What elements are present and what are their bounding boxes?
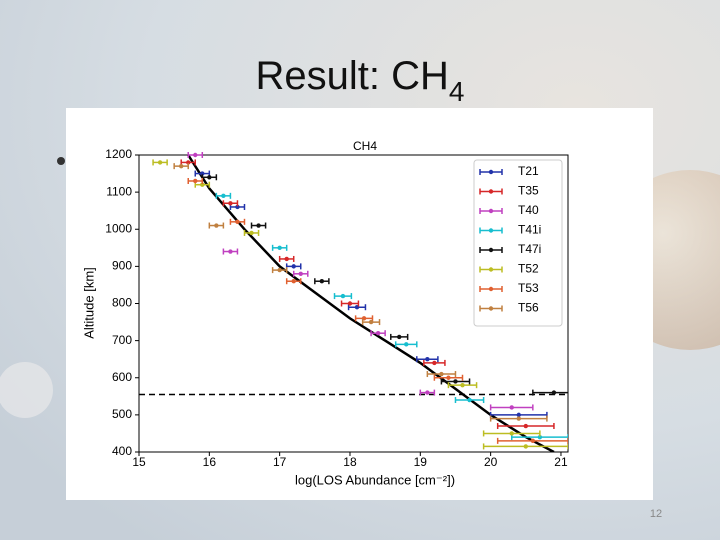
- y-tick-label: 400: [112, 444, 132, 458]
- x-axis-label: log(LOS Abundance [cm⁻²]): [295, 472, 455, 487]
- legend-swatch-dot: [488, 306, 494, 311]
- y-tick-label: 1000: [105, 221, 132, 235]
- legend-label: T56: [518, 301, 539, 315]
- bullet: [57, 157, 65, 165]
- x-tick-label: 15: [132, 455, 146, 469]
- y-tick-label: 600: [112, 370, 132, 384]
- legend-swatch-dot: [488, 189, 494, 194]
- slide-title: Result: CH4: [256, 54, 465, 108]
- data-point: [284, 256, 289, 262]
- slide-title-text: Result: CH: [256, 54, 449, 98]
- plot-area: [139, 152, 568, 452]
- data-point: [157, 160, 163, 165]
- data-point: [228, 249, 233, 254]
- y-tick-label: 1100: [106, 184, 132, 198]
- legend-label: T52: [518, 262, 539, 276]
- data-point: [200, 182, 205, 187]
- data-point: [516, 416, 521, 421]
- legend-box: [473, 159, 563, 327]
- data-point: [446, 375, 451, 380]
- y-tick-label: 800: [112, 296, 132, 310]
- data-point: [432, 360, 437, 366]
- legend-label: T41i: [518, 223, 541, 237]
- x-tick-label: 21: [554, 455, 568, 469]
- legend-label: T40: [518, 203, 539, 217]
- x-tick-label: 20: [484, 455, 498, 469]
- legend-label: T47i: [518, 242, 541, 256]
- x-tick-label: 19: [414, 455, 428, 469]
- data-point: [347, 301, 353, 306]
- y-axis-label: Altitude [km]: [81, 267, 96, 339]
- data-point: [425, 356, 430, 362]
- y-tick-label: 700: [112, 333, 132, 347]
- x-tick-label: 17: [273, 455, 287, 469]
- data-point: [214, 223, 219, 228]
- data-point: [439, 371, 444, 377]
- data-point: [516, 412, 521, 418]
- data-point: [509, 405, 514, 410]
- page-number: 12: [650, 508, 662, 520]
- y-tick-label: 1200: [105, 147, 132, 161]
- data-point: [249, 230, 254, 236]
- data-point: [235, 219, 240, 225]
- data-point: [277, 267, 282, 273]
- data-point: [523, 423, 529, 429]
- data-point: [186, 160, 191, 165]
- data-point: [523, 444, 529, 449]
- data-point: [228, 201, 233, 206]
- slide-title-subscript: 4: [449, 76, 465, 107]
- data-point: [277, 245, 282, 251]
- data-point: [256, 223, 261, 228]
- data-point: [193, 178, 198, 184]
- data-point: [298, 271, 303, 276]
- data-point: [221, 193, 226, 199]
- data-point: [530, 438, 536, 444]
- legend-swatch-dot: [488, 228, 494, 233]
- data-point: [235, 204, 240, 210]
- moon-decoration: [0, 362, 53, 418]
- data-point: [193, 152, 198, 158]
- legend-swatch-dot: [488, 169, 494, 175]
- data-point: [453, 379, 458, 384]
- legend-swatch-dot: [488, 286, 494, 292]
- legend-swatch-dot: [488, 208, 494, 214]
- data-point: [467, 397, 472, 403]
- legend-label: T35: [518, 184, 539, 198]
- x-tick-label: 16: [203, 455, 217, 469]
- data-point: [200, 171, 205, 176]
- chart: CH4 log(LOS Abundance [cm⁻²]) Altitude […: [81, 139, 569, 487]
- y-tick-label: 500: [112, 407, 132, 421]
- data-point: [460, 382, 465, 388]
- chart-title: CH4: [353, 139, 377, 153]
- data-point: [537, 434, 543, 440]
- legend-label: T21: [518, 164, 539, 178]
- data-point: [319, 279, 325, 284]
- legend-swatch-dot: [488, 247, 494, 253]
- data-point: [207, 175, 212, 180]
- x-tick-label: 18: [343, 455, 357, 469]
- data-point: [368, 319, 374, 325]
- data-point: [551, 390, 557, 395]
- data-point: [397, 334, 402, 340]
- data-point: [375, 331, 381, 336]
- data-point: [178, 163, 184, 169]
- y-tick-label: 900: [112, 259, 132, 273]
- data-point: [340, 293, 346, 299]
- legend-swatch-dot: [488, 267, 494, 272]
- data-point: [291, 264, 296, 269]
- data-point: [425, 390, 430, 395]
- data-point: [404, 342, 409, 347]
- data-point: [509, 431, 514, 436]
- data-point: [291, 279, 296, 284]
- legend-label: T53: [518, 281, 539, 295]
